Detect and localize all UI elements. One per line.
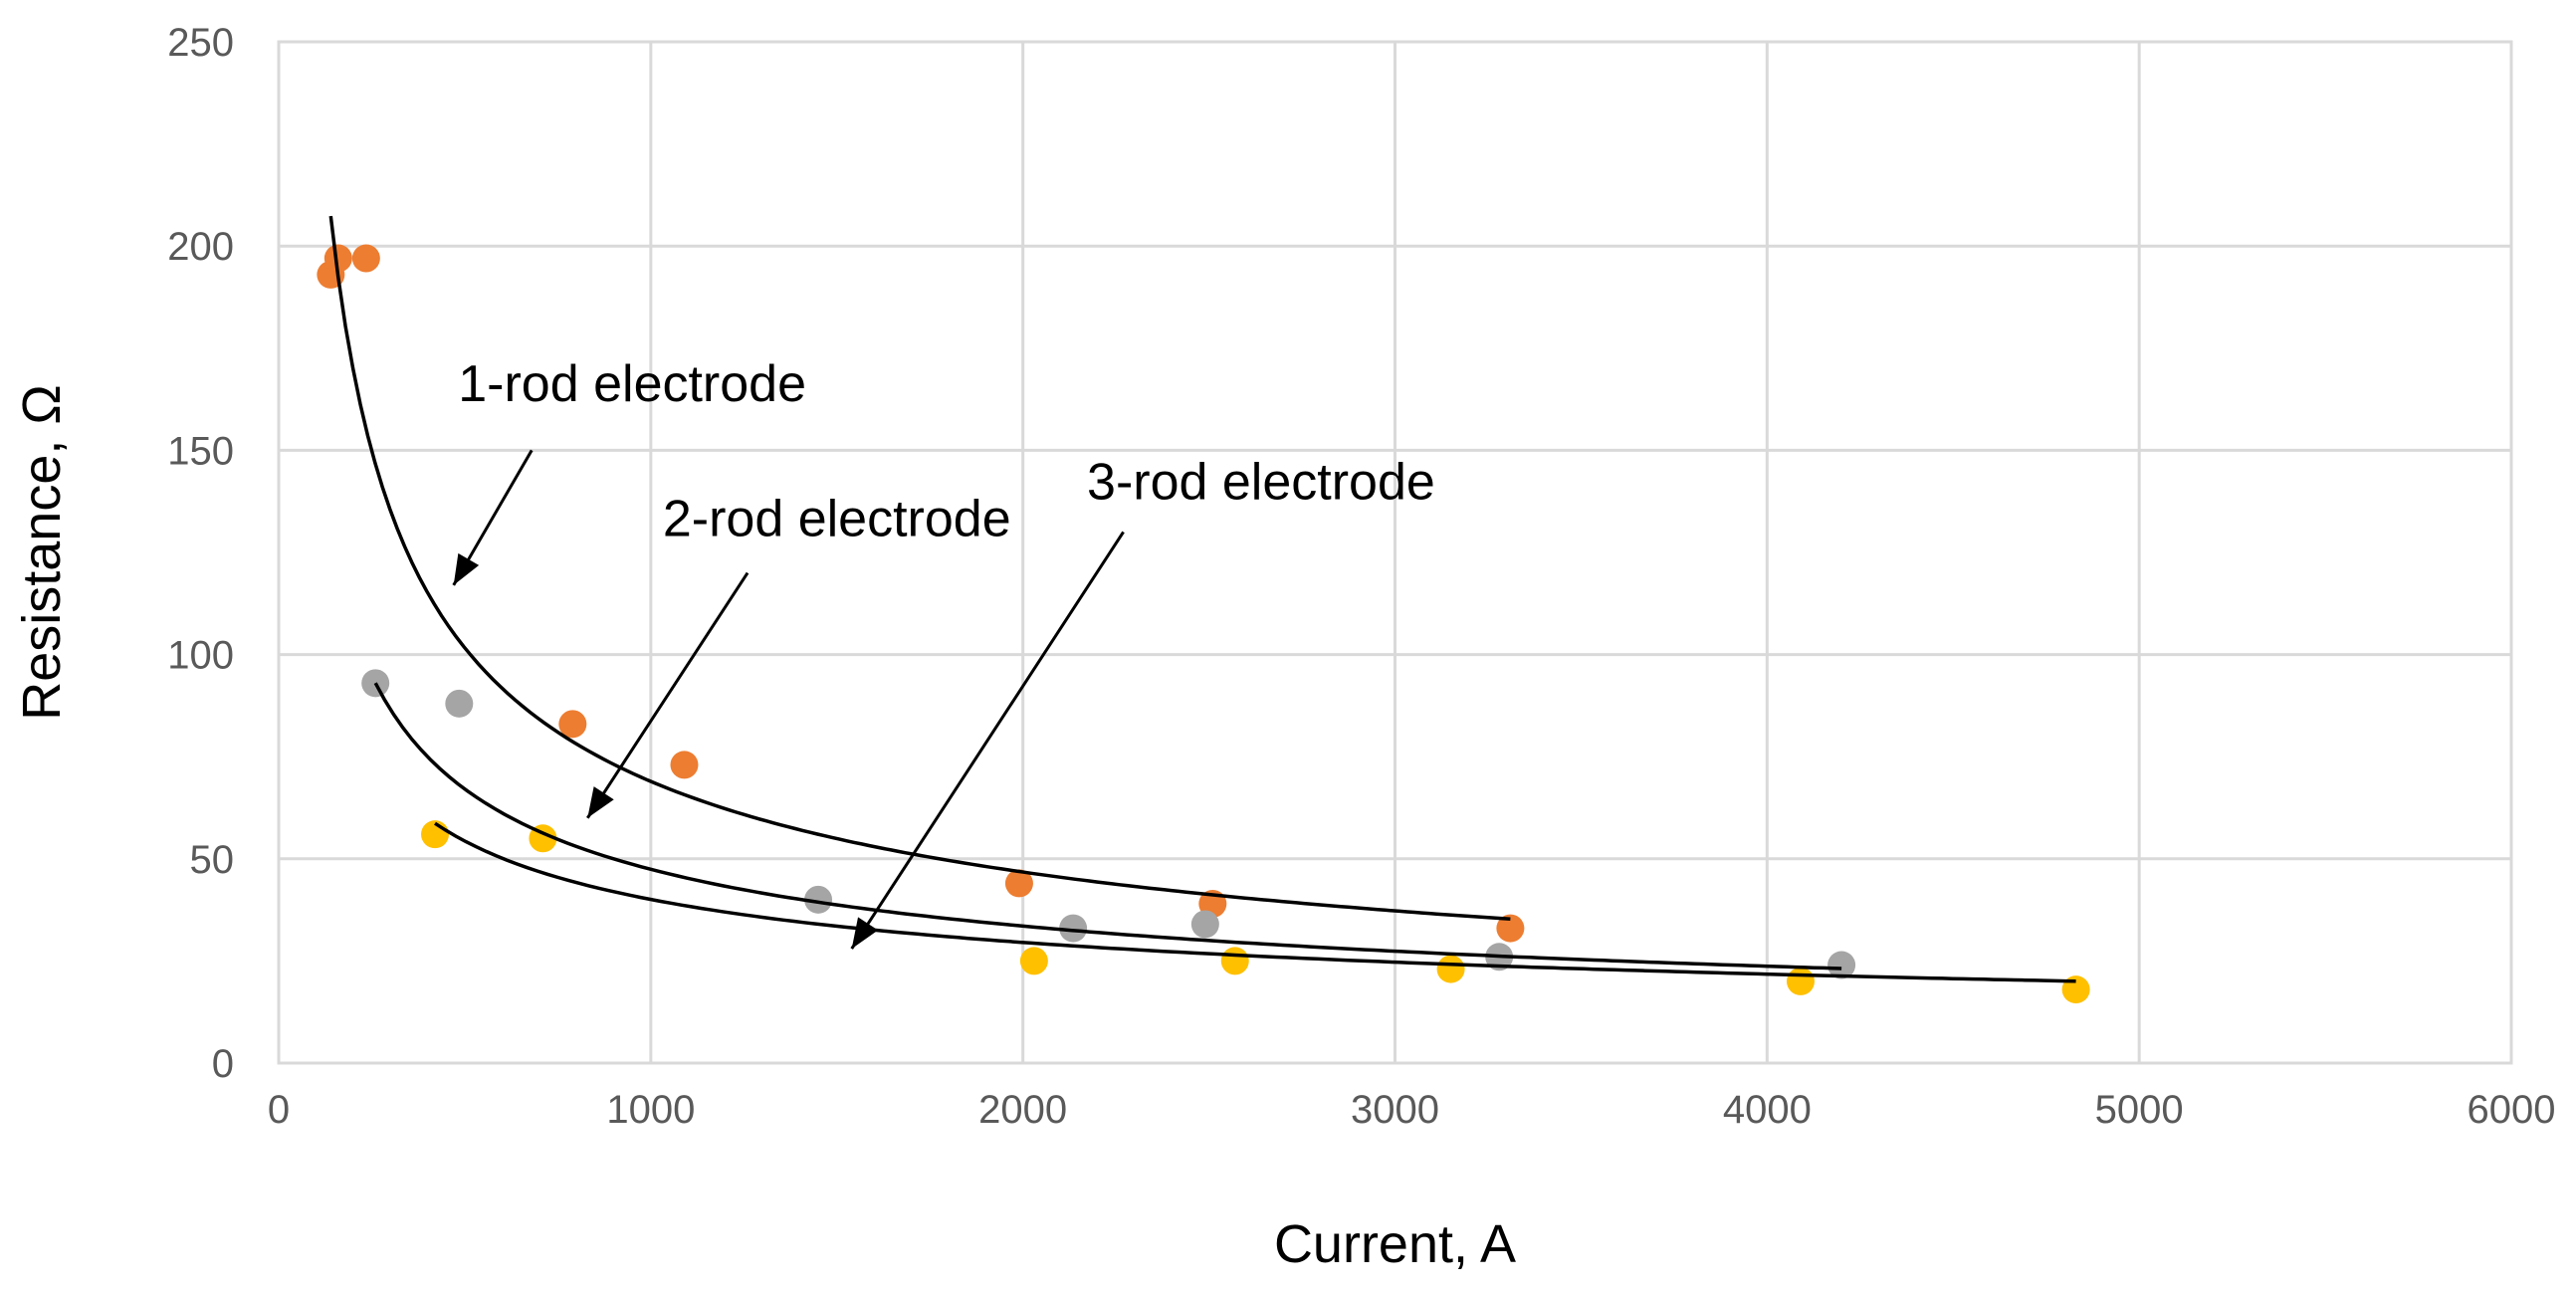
y-tick-label: 50 [190,838,235,882]
data-point [1786,967,1815,995]
data-point [445,689,474,718]
data-point [1827,951,1856,979]
x-tick-label: 1000 [606,1088,695,1132]
x-tick-label: 2000 [978,1088,1067,1132]
y-axis-title: Resistance, Ω [12,384,72,721]
data-point [1019,947,1048,975]
x-tick-label: 5000 [2095,1088,2184,1132]
arrowhead [587,786,614,818]
y-axis-ticks: 0 50 100 150 200 250 [167,21,234,1086]
annotation-label: 2-rod electrode [663,491,1011,548]
data-point [670,751,699,779]
annotation-arrow [586,571,750,819]
x-tick-label: 4000 [1723,1088,1812,1132]
x-axis-title: Current, A [1274,1214,1516,1274]
data-point [1496,914,1525,943]
fit-curve-1 [328,215,1511,922]
fit-curve-2 [373,682,1842,970]
y-tick-label: 200 [167,225,234,269]
data-point [1436,955,1465,983]
data-point [1220,947,1249,975]
x-tick-label: 3000 [1351,1088,1439,1132]
series-1 [317,244,1525,943]
y-tick-label: 150 [167,429,234,473]
data-point [1190,910,1219,939]
plot-area-frame [277,40,2513,1065]
arrowhead [453,552,480,585]
y-tick-label: 0 [212,1042,234,1086]
annotation-label: 1-rod electrode [458,355,806,413]
data-point [804,885,833,914]
data-point [558,710,587,739]
annotation-label: 3-rod electrode [1087,454,1435,512]
x-tick-label: 0 [268,1088,290,1132]
fit-curve-3 [434,821,2076,983]
annotation-arrow [850,531,1125,950]
series-2 [361,669,1856,979]
data-point [351,244,380,273]
data-point [1004,869,1033,898]
x-tick-label: 6000 [2468,1088,2556,1132]
x-axis-ticks: 0 1000 2000 3000 4000 5000 6000 [268,1088,2556,1132]
y-tick-label: 250 [167,21,234,65]
data-point [1059,914,1088,943]
data-point [323,244,352,273]
arrowhead [851,917,879,950]
fit-curves [328,215,2076,983]
y-tick-label: 100 [167,634,234,678]
annotations: 1-rod electrode 2-rod electrode 3-rod elec… [452,355,1435,950]
